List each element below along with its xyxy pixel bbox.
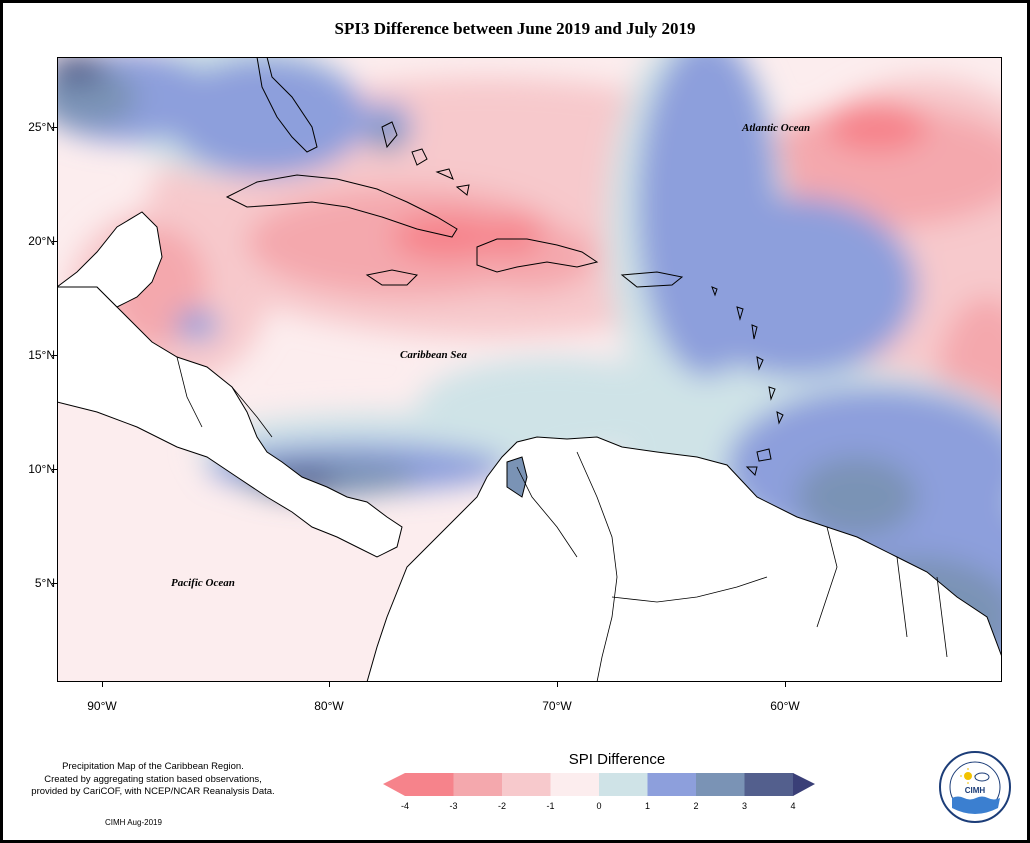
legend-colorbar — [383, 773, 815, 796]
legend-tick-label: 4 — [790, 801, 796, 811]
y-tick — [52, 469, 57, 470]
x-tick-label: 90°W — [87, 699, 117, 713]
y-tick — [52, 241, 57, 242]
note-line: Created by aggregating station based obs… — [44, 773, 262, 785]
logo-text: CIMH — [965, 786, 986, 795]
x-tick — [102, 682, 103, 687]
land — [57, 211, 1002, 682]
x-tick-label: 70°W — [542, 699, 572, 713]
pacific-ocean-label: Pacific Ocean — [171, 577, 235, 589]
map-description: Precipitation Map of the Caribbean Regio… — [8, 761, 298, 799]
legend-high-arrow — [793, 773, 815, 796]
y-tick-label: 25°N — [28, 120, 55, 134]
legend-swatch — [744, 773, 794, 796]
map-title: SPI3 Difference between June 2019 and Ju… — [334, 19, 696, 38]
legend-tick-label: 3 — [741, 801, 747, 811]
y-tick-label: 10°N — [28, 462, 55, 476]
islands — [225, 57, 784, 476]
legend-swatch — [550, 773, 600, 796]
cimh-logo: CIMH — [939, 751, 1011, 823]
x-tick — [329, 682, 330, 687]
legend-tick-label: 1 — [644, 801, 650, 811]
atlantic-ocean-label: Atlantic Ocean — [742, 122, 811, 134]
legend-tick-label: -4 — [400, 801, 409, 811]
x-tick — [785, 682, 786, 687]
y-tick-label: 15°N — [28, 348, 55, 362]
map-panel — [57, 57, 1002, 682]
legend-tick-label: -3 — [449, 801, 458, 811]
note-line: Precipitation Map of the Caribbean Regio… — [62, 761, 244, 772]
legend-swatch — [405, 773, 454, 796]
y-tick — [52, 355, 57, 356]
borders — [176, 356, 948, 682]
y-tick-label: 20°N — [28, 234, 55, 248]
legend-swatch — [647, 773, 697, 796]
legend-low-arrow — [383, 773, 405, 796]
y-tick — [52, 583, 57, 584]
credit-text: CIMH Aug-2019 — [105, 818, 162, 827]
legend-swatch — [502, 773, 551, 796]
legend-tick-label: 2 — [693, 801, 699, 811]
cloud-icon — [974, 772, 990, 782]
x-tick — [557, 682, 558, 687]
legend-title: SPI Difference — [568, 751, 666, 768]
note-line: provided by CariCOF, with NCEP/NCAR Rean… — [31, 786, 275, 797]
legend-tick-label: -1 — [546, 801, 555, 811]
legend-swatch — [696, 773, 745, 796]
caribbean-sea-label: Caribbean Sea — [400, 349, 467, 361]
y-tick-label: 5°N — [34, 576, 55, 590]
sun-icon — [964, 772, 972, 780]
spi-map — [57, 57, 1002, 682]
legend-swatch — [453, 773, 503, 796]
waves-icon — [952, 796, 1000, 814]
legend-swatch — [599, 773, 648, 796]
x-tick-label: 80°W — [314, 699, 344, 713]
legend-tick-label: 0 — [596, 801, 602, 811]
legend-tick-label: -2 — [497, 801, 506, 811]
y-tick — [52, 127, 57, 128]
x-tick-label: 60°W — [770, 699, 800, 713]
